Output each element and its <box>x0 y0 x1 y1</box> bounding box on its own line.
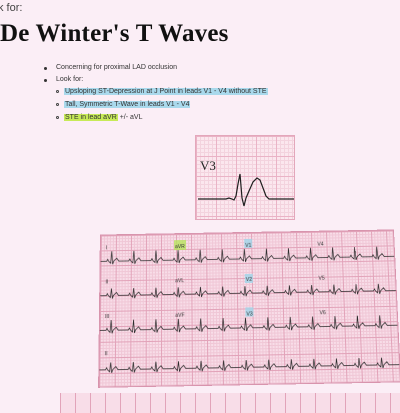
list-item: Tall, Symmetric T-Wave in leads V1 - V4 <box>54 98 268 111</box>
lead-label-avl: aVL <box>175 278 184 284</box>
highlighted-text: STE in lead aVR <box>64 114 118 121</box>
ecg-waveform <box>198 174 294 206</box>
ecg-trace-row <box>99 357 400 373</box>
plain-text: +/- aVL <box>118 114 143 121</box>
lead-label-i: I <box>106 245 107 251</box>
ecg-strip-partial <box>60 393 400 413</box>
lead-label-ii: II <box>105 279 108 285</box>
ecg-inset-v3: V3 <box>195 135 295 220</box>
list-item: Concerning for proximal LAD occlusion <box>40 62 177 74</box>
lead-label-v6: V6 <box>319 310 326 316</box>
lead-label-iii: III <box>105 314 109 320</box>
lead-label-v1: V1 <box>245 243 251 249</box>
list-item: STE in lead aVR +/- aVL <box>54 111 268 124</box>
intro-text: k for: <box>0 2 22 14</box>
lead-label-v4: V4 <box>317 242 324 248</box>
lead-label-v5: V5 <box>318 276 325 282</box>
lead-label-rhythm: II <box>105 351 108 357</box>
lead-label-avr: aVR <box>175 244 185 250</box>
highlighted-text: Tall, Symmetric T-Wave in leads V1 - V4 <box>64 101 190 108</box>
ecg-12-lead-traces: I aVR V1 V4 II aVL V2 V5 III aVF V3 V6 I… <box>99 230 400 387</box>
lead-label: V3 <box>200 158 216 173</box>
ecg-inset-trace: V3 <box>196 136 296 221</box>
ecg-trace-row <box>100 283 400 299</box>
page-title: De Winter's T Waves <box>0 20 229 48</box>
highlighted-text: Upsloping ST-Depression at J Point in le… <box>64 88 268 95</box>
lead-label-avf: aVF <box>175 313 184 319</box>
list-item: Upsloping ST-Depression at J Point in le… <box>54 85 268 98</box>
ecg-12-lead: I aVR V1 V4 II aVL V2 V5 III aVF V3 V6 I… <box>98 229 400 387</box>
lead-label-v2: V2 <box>246 277 253 283</box>
sub-list: Upsloping ST-Depression at J Point in le… <box>54 85 268 124</box>
page: k for: De Winter's T Waves Concerning fo… <box>0 0 400 400</box>
main-list: Concerning for proximal LAD occlusion Lo… <box>40 62 177 86</box>
lead-label-v3: V3 <box>246 311 253 317</box>
